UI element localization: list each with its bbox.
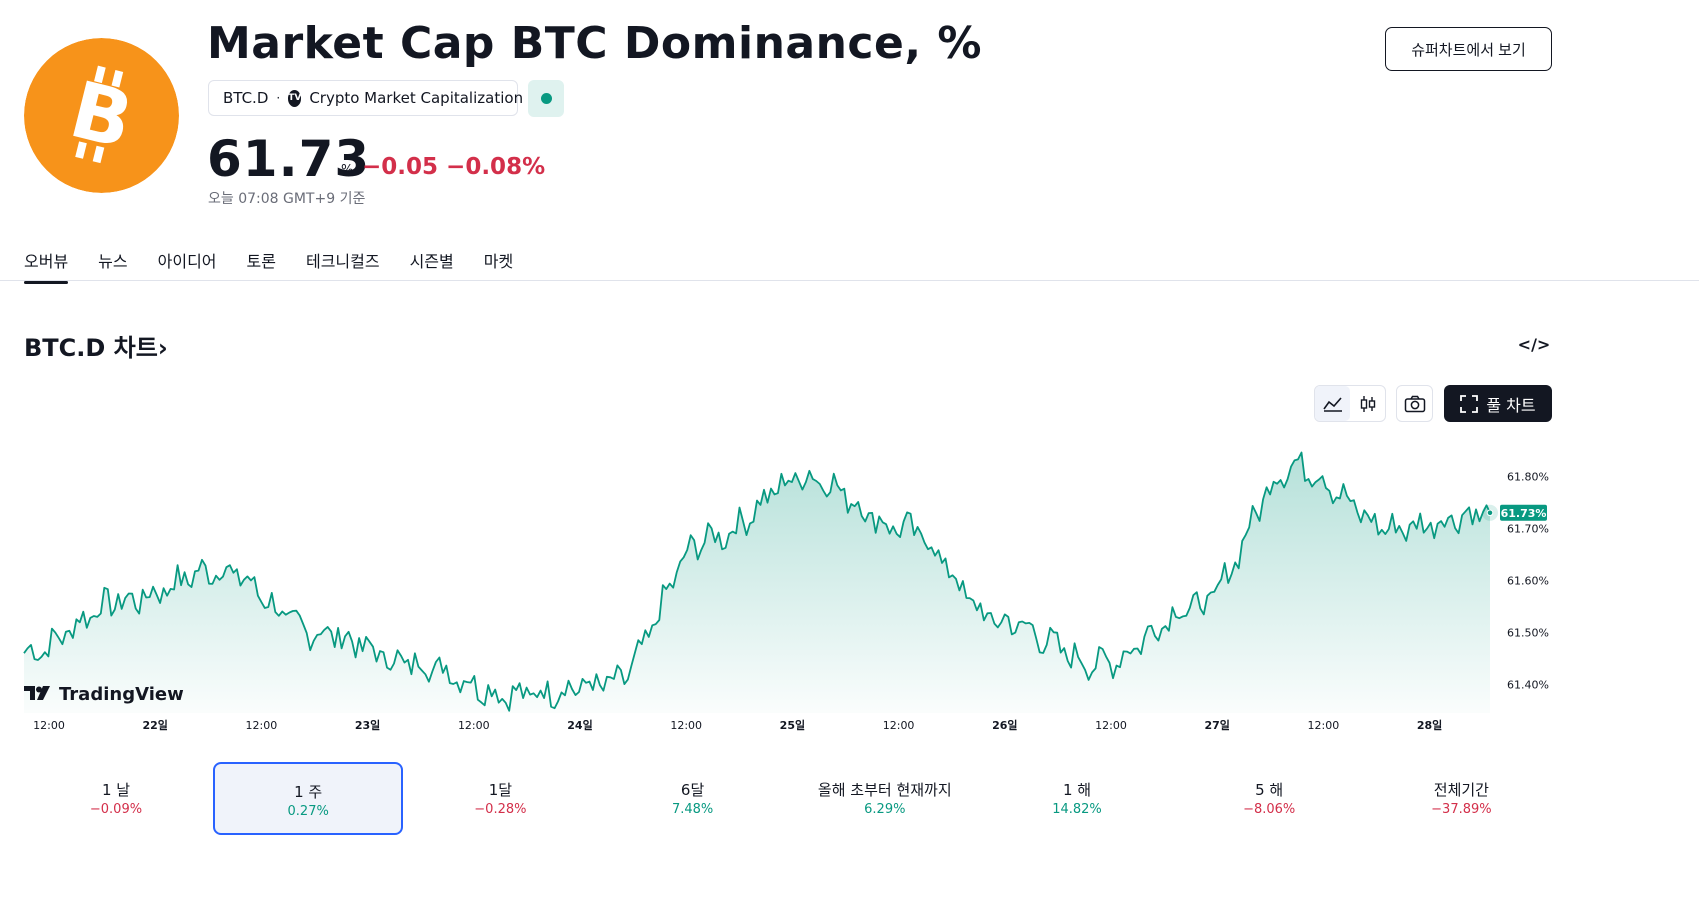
tab-markets[interactable]: 마켓	[483, 252, 514, 271]
bitcoin-logo-icon: B	[24, 38, 179, 193]
y-axis: 61.80% 61.70% 61.60% 61.50% 61.40%	[1507, 470, 1549, 691]
tradingview-source-icon: TV	[288, 89, 302, 107]
current-price: 61.73	[207, 130, 371, 188]
period-button[interactable]: 1 해 14.82%	[982, 762, 1172, 835]
x-axis: 12:00 22일 12:00 23일 12:00 24일 12:00 25일 12:00 26일…	[33, 718, 1442, 732]
period-change: −0.28%	[474, 802, 527, 817]
x-tick-label: 27일	[1204, 718, 1229, 732]
source-label: Crypto Market Capitalization	[309, 89, 524, 107]
period-change: 6.29%	[864, 802, 906, 817]
symbol-label: BTC.D	[223, 89, 269, 107]
period-button[interactable]: 1 주 0.27%	[213, 762, 404, 835]
x-tick-label: 12:00	[670, 719, 702, 732]
period-selector: 1 날 −0.09% 1 주 0.27% 1달 −0.28% 6달 7.48% 올해 초부터 현…	[20, 762, 1560, 836]
chart-title-label: BTC.D 차트	[24, 334, 158, 362]
last-value-label: 61.73%	[1501, 507, 1547, 520]
price-chart[interactable]: TradingView 61.80% 61.70% 61.60% 61.50% 61.4…	[0, 430, 1560, 745]
line-chart-icon[interactable]	[1315, 386, 1350, 421]
candlestick-icon[interactable]	[1350, 386, 1385, 421]
period-change: −37.89%	[1431, 802, 1492, 817]
tradingview-watermark: TradingView	[24, 684, 184, 705]
x-tick-label: 25일	[780, 718, 805, 732]
timestamp: 오늘 07:08 GMT+9 기준	[208, 191, 366, 207]
full-chart-button[interactable]: 풀 차트	[1444, 385, 1552, 422]
x-tick-label: 22일	[142, 718, 167, 732]
chart-style-toggle	[1314, 385, 1386, 422]
change-value: −0.05	[362, 154, 439, 180]
chevron-right-icon: ›	[157, 334, 168, 362]
period-change: −8.06%	[1243, 802, 1296, 817]
period-button[interactable]: 6달 7.48%	[598, 762, 788, 835]
period-label: 1 날	[101, 781, 131, 799]
period-change: 14.82%	[1052, 802, 1102, 817]
symbol-separator: ·	[276, 91, 281, 105]
period-button[interactable]: 5 해 −8.06%	[1174, 762, 1364, 835]
period-label: 올해 초부터 현재까지	[817, 781, 952, 799]
y-tick-label: 61.50%	[1507, 626, 1549, 639]
period-label: 5 해	[1255, 781, 1284, 799]
x-tick-label: 12:00	[1095, 719, 1127, 732]
period-label: 1달	[488, 781, 513, 799]
chart-section-title[interactable]: BTC.D 차트›	[24, 328, 168, 363]
price-change: −0.05 −0.08%	[362, 154, 545, 180]
tab-seasonals[interactable]: 시즌별	[409, 252, 454, 271]
period-change: 7.48%	[671, 802, 714, 817]
chart-area-fill	[24, 452, 1490, 713]
tab-overview[interactable]: 오버뷰	[24, 248, 69, 284]
y-tick-label: 61.70%	[1507, 522, 1549, 535]
open-supercharts-button[interactable]: 슈퍼차트에서 보기	[1385, 27, 1552, 71]
embed-code-icon[interactable]: </>	[1517, 334, 1551, 354]
full-chart-label: 풀 차트	[1486, 395, 1536, 415]
y-tick-label: 61.40%	[1507, 678, 1549, 691]
market-status-badge[interactable]	[528, 80, 564, 117]
tab-discussions[interactable]: 토론	[246, 252, 276, 271]
camera-icon[interactable]	[1396, 385, 1433, 422]
fullscreen-icon	[1460, 394, 1479, 413]
last-point	[1486, 509, 1494, 517]
period-change: −0.09%	[89, 802, 143, 817]
tab-ideas[interactable]: 아이디어	[157, 252, 217, 271]
period-label: 1 해	[1062, 781, 1092, 799]
page-title: Market Cap BTC Dominance, %	[207, 18, 982, 69]
y-tick-label: 61.60%	[1507, 574, 1549, 587]
x-tick-label: 12:00	[883, 719, 915, 732]
period-label: 전체기간	[1433, 781, 1489, 799]
tabs-divider	[0, 280, 1699, 281]
watermark-label: TradingView	[59, 684, 184, 705]
x-tick-label: 12:00	[1308, 719, 1340, 732]
x-tick-label: 24일	[567, 718, 592, 732]
period-button[interactable]: 올해 초부터 현재까지 6.29%	[790, 762, 980, 835]
nav-tabs: 오버뷰 뉴스 아이디어 토론 테크니컬즈 시즌별 마켓	[24, 248, 513, 284]
price-unit: %	[341, 163, 354, 178]
x-tick-label: 28일	[1417, 718, 1442, 732]
period-label: 1 주	[294, 783, 323, 801]
tab-news[interactable]: 뉴스	[98, 252, 128, 271]
change-percent: −0.08%	[446, 154, 546, 180]
x-tick-label: 12:00	[246, 719, 278, 732]
chart-series-line	[23, 451, 1491, 712]
period-label: 6달	[680, 781, 705, 799]
tab-technicals[interactable]: 테크니컬즈	[305, 252, 380, 271]
last-value-badge	[1500, 504, 1547, 521]
y-tick-label: 61.80%	[1507, 470, 1549, 483]
last-value-marker: 61.73%	[1482, 504, 1547, 521]
period-change: 0.27%	[287, 804, 329, 819]
x-tick-label: 26일	[992, 718, 1017, 732]
x-tick-label: 12:00	[458, 719, 490, 732]
period-button[interactable]: 1 날 −0.09%	[21, 762, 211, 835]
x-tick-label: 23일	[355, 718, 380, 732]
status-dot-icon	[540, 93, 552, 104]
period-button[interactable]: 전체기간 −37.89%	[1366, 762, 1556, 835]
x-tick-label: 12:00	[33, 719, 65, 732]
period-button[interactable]: 1달 −0.28%	[405, 762, 595, 835]
symbol-chip[interactable]: BTC.D · TV Crypto Market Capitalization	[208, 80, 523, 116]
